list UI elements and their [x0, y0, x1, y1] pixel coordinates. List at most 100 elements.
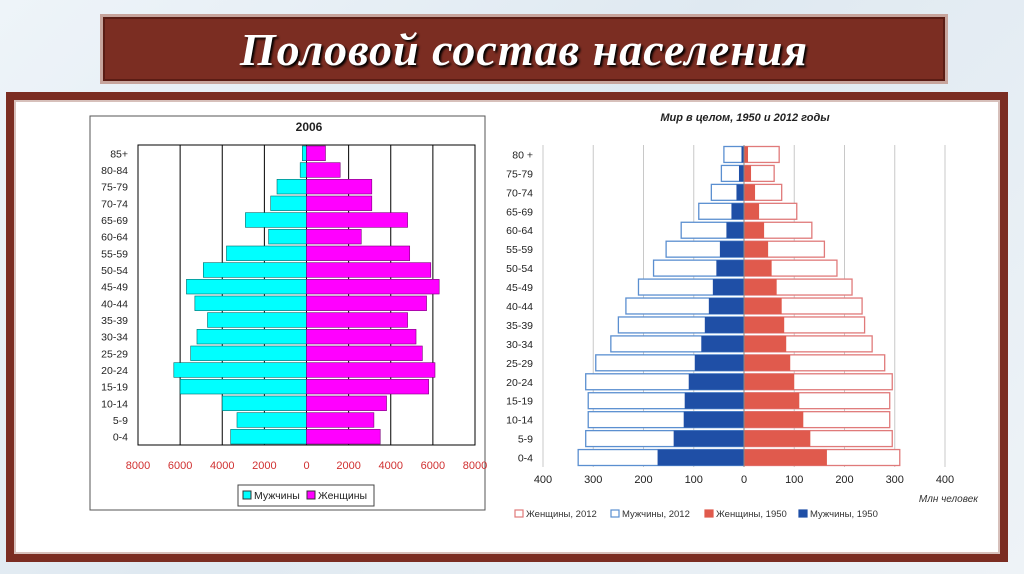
bar-women-1950 [744, 430, 811, 447]
x-tick-label: 100 [785, 474, 803, 486]
bar-female-2006 [306, 395, 387, 411]
bar-men-1950 [704, 316, 744, 333]
bar-male-2006 [299, 162, 307, 178]
bar-female-2006 [306, 412, 375, 428]
x-tick-label: 4000 [210, 460, 234, 472]
age-label: 50-54 [506, 263, 533, 275]
legend-swatch [798, 509, 808, 518]
x-tick-label: 8000 [126, 460, 150, 472]
age-label: 0-4 [113, 432, 128, 444]
bar-men-1950 [712, 279, 744, 296]
x-tick-label: 200 [634, 474, 652, 486]
bar-men-1950 [736, 184, 744, 201]
x-tick-label: 0 [741, 474, 747, 486]
bar-female-2006 [306, 229, 362, 245]
legend-label: Женщины, 1950 [716, 509, 787, 520]
bar-female-2006 [306, 195, 373, 211]
age-label: 75-79 [101, 182, 128, 194]
age-label: 35-39 [506, 320, 533, 332]
bar-male-2006 [268, 229, 307, 245]
x-tick-label: 2000 [252, 460, 276, 472]
x-tick-label: 400 [936, 474, 954, 486]
age-label: 40-44 [101, 298, 128, 310]
legend-swatch [704, 509, 714, 518]
age-label: 30-34 [506, 339, 533, 351]
bar-male-2006 [221, 395, 307, 411]
bar-women-1950 [744, 203, 760, 220]
age-label: 55-59 [506, 244, 533, 256]
bar-women-1950 [744, 392, 800, 409]
age-label: 70-74 [506, 187, 533, 199]
age-label: 5-9 [518, 434, 533, 446]
bar-women-1950 [744, 146, 749, 163]
x-tick-label: 100 [685, 474, 703, 486]
legend-swatch [610, 509, 620, 518]
bar-women-2012 [743, 145, 780, 164]
bar-women-1950 [744, 222, 765, 239]
bar-men-1950 [683, 411, 744, 428]
bar-women-1950 [744, 449, 827, 466]
age-label: 25-29 [506, 358, 533, 370]
legend-label: Мужчины [254, 490, 300, 502]
age-label: 15-19 [101, 382, 128, 394]
bar-men-1950 [701, 335, 744, 352]
bar-women-1950 [744, 241, 769, 258]
bar-female-2006 [306, 145, 326, 161]
bar-men-1950 [716, 260, 744, 277]
bar-men-1950 [688, 373, 744, 390]
age-label: 30-34 [101, 332, 128, 344]
bar-female-2006 [306, 179, 373, 195]
x-tick-label: 8000 [463, 460, 487, 472]
bar-male-2006 [207, 312, 307, 328]
bar-men-1950 [708, 298, 744, 314]
bar-male-2006 [276, 179, 307, 195]
age-label: 45-49 [506, 282, 533, 294]
bar-male-2006 [173, 362, 307, 378]
age-label: 70-74 [101, 198, 128, 210]
bar-male-2006 [186, 279, 307, 295]
bar-men-1950 [726, 222, 744, 239]
bar-female-2006 [306, 329, 417, 345]
chart-title: Мир в целом, 1950 и 2012 годы [660, 112, 830, 124]
bar-female-2006 [306, 279, 440, 295]
bar-male-2006 [270, 195, 307, 211]
bar-men-1950 [738, 165, 744, 182]
bar-female-2006 [306, 345, 423, 361]
age-label: 10-14 [101, 398, 128, 410]
bar-male-2006 [301, 145, 307, 161]
bar-men-1950 [719, 241, 744, 258]
age-label: 40-44 [506, 301, 533, 313]
x-tick-label: 4000 [379, 460, 403, 472]
age-label: 75-79 [506, 168, 533, 180]
bar-male-2006 [202, 262, 307, 278]
age-label: 60-64 [506, 225, 533, 237]
bar-women-1950 [744, 411, 804, 428]
bar-male-2006 [245, 212, 307, 228]
bar-women-1950 [744, 316, 785, 333]
bar-women-1950 [744, 298, 782, 314]
x-tick-label: 2000 [336, 460, 360, 472]
legend-swatch-male [242, 490, 252, 500]
bar-male-2006 [230, 429, 307, 445]
bar-women-1950 [744, 279, 777, 296]
age-label: 45-49 [101, 282, 128, 294]
age-label: 25-29 [101, 348, 128, 360]
bar-female-2006 [306, 362, 436, 378]
legend-swatch [514, 509, 524, 518]
bar-men-1950 [657, 449, 744, 466]
bar-women-1950 [744, 335, 787, 352]
bar-female-2006 [306, 245, 411, 261]
age-label: 65-69 [506, 206, 533, 218]
bar-women-1950 [744, 184, 756, 201]
age-label: 55-59 [101, 248, 128, 260]
age-label: 65-69 [101, 215, 128, 227]
x-tick-label: 300 [584, 474, 602, 486]
bar-men-1950 [694, 354, 744, 371]
legend-swatch-female [306, 490, 316, 500]
bar-women-1950 [744, 260, 772, 277]
bar-female-2006 [306, 312, 408, 328]
legend-label: Женщины, 2012 [526, 509, 597, 520]
age-label: 20-24 [101, 365, 128, 377]
bar-women-1950 [744, 373, 795, 390]
